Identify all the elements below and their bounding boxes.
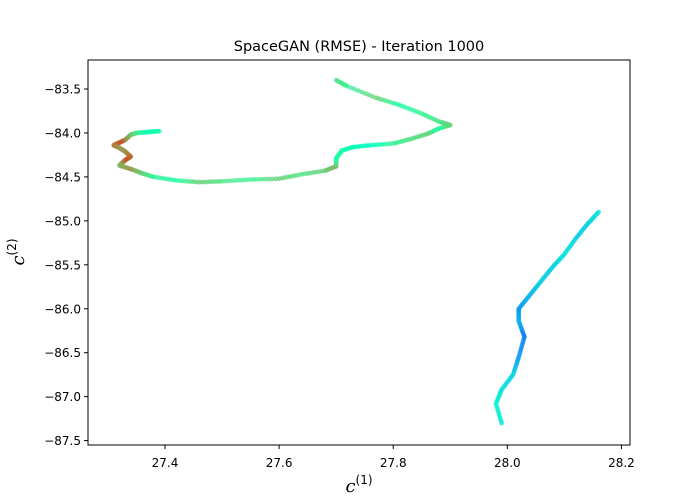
x-tick-label: 27.6 xyxy=(266,456,293,470)
data-point xyxy=(348,85,354,91)
y-tick-label: −87.5 xyxy=(44,434,81,448)
data-point xyxy=(366,92,372,98)
y-tick-label: −85.5 xyxy=(44,258,81,272)
x-tick-label: 27.8 xyxy=(380,456,407,470)
x-axis-label: c(1) xyxy=(345,473,372,497)
data-point xyxy=(269,176,275,182)
x-tick-label: 28.2 xyxy=(608,456,635,470)
points-layer xyxy=(111,77,601,426)
data-point xyxy=(241,177,246,183)
data-point xyxy=(244,177,250,183)
y-tick-label: −84.5 xyxy=(44,170,81,184)
x-tick-label: 27.4 xyxy=(152,456,179,470)
y-axis-label: c(2) xyxy=(5,238,29,265)
chart-title: SpaceGAN (RMSE) - Iteration 1000 xyxy=(234,39,485,55)
data-point xyxy=(273,176,278,182)
data-point xyxy=(223,178,229,184)
data-point xyxy=(230,178,236,184)
data-point xyxy=(237,177,243,183)
y-tick-label: −87.0 xyxy=(44,390,81,404)
data-point xyxy=(355,88,361,94)
data-point xyxy=(255,176,261,182)
plot-frame xyxy=(87,59,631,446)
data-point xyxy=(226,178,232,184)
x-tick-label: 28.0 xyxy=(494,456,521,470)
y-tick-label: −84.0 xyxy=(44,126,81,140)
y-axis-label-sup: (2) xyxy=(5,238,19,255)
data-point xyxy=(266,176,271,182)
data-point xyxy=(248,177,254,182)
data-point xyxy=(373,95,379,101)
ticks-layer: 27.4 27.6 27.8 28.0 28.2 −83.5 −84.0 −84.5 −85.0… xyxy=(44,83,635,470)
y-axis-label-base: c xyxy=(8,255,29,265)
x-axis-label-base: c xyxy=(345,476,355,497)
data-point xyxy=(233,178,239,183)
y-tick-label: −83.5 xyxy=(44,83,81,97)
y-tick-label: −86.0 xyxy=(44,302,81,316)
data-point xyxy=(333,77,339,83)
data-point xyxy=(251,177,257,182)
data-point xyxy=(258,176,264,182)
y-tick-label: −86.5 xyxy=(44,346,81,360)
data-point xyxy=(499,420,504,426)
data-point xyxy=(262,176,268,182)
data-point xyxy=(359,89,365,95)
y-tick-label: −85.0 xyxy=(44,214,81,228)
data-point xyxy=(219,178,225,184)
x-axis-label-sup: (1) xyxy=(356,473,373,487)
